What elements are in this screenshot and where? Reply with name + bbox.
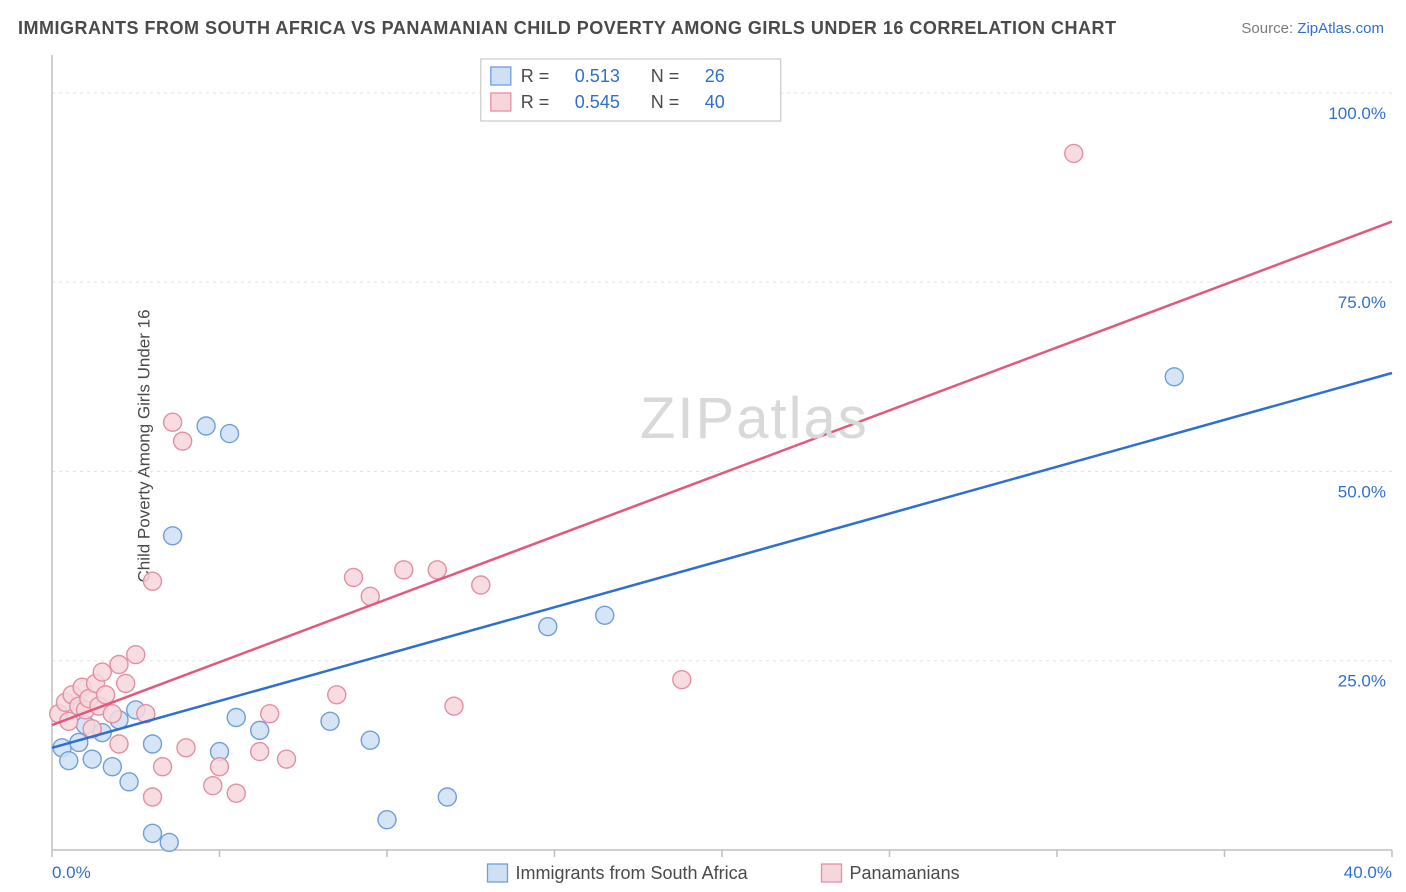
svg-text:26: 26 xyxy=(705,66,725,86)
svg-text:N =: N = xyxy=(651,92,680,112)
svg-text:Immigrants from South Africa: Immigrants from South Africa xyxy=(516,863,749,883)
svg-text:0.0%: 0.0% xyxy=(52,863,91,882)
svg-text:R =: R = xyxy=(521,66,550,86)
correlation-scatter-chart: 0.0% 40.0% 25.0% 50.0% 75.0% 100.0% R = 0.513 N … xyxy=(0,0,1406,892)
svg-text:100.0%: 100.0% xyxy=(1328,104,1386,123)
svg-text:40: 40 xyxy=(705,92,725,112)
svg-text:0.545: 0.545 xyxy=(575,92,620,112)
svg-text:0.513: 0.513 xyxy=(575,66,620,86)
svg-text:R =: R = xyxy=(521,92,550,112)
svg-text:40.0%: 40.0% xyxy=(1344,863,1392,882)
svg-text:75.0%: 75.0% xyxy=(1338,293,1386,312)
svg-text:25.0%: 25.0% xyxy=(1338,672,1386,691)
svg-text:50.0%: 50.0% xyxy=(1338,482,1386,501)
svg-text:N =: N = xyxy=(651,66,680,86)
svg-text:Panamanians: Panamanians xyxy=(850,863,960,883)
